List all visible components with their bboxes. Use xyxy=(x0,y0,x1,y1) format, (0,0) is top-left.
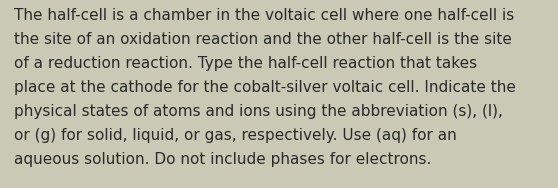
Text: of a reduction reaction. Type the half-cell reaction that takes: of a reduction reaction. Type the half-c… xyxy=(14,56,477,71)
Text: place at the cathode for the cobalt-silver voltaic cell. Indicate the: place at the cathode for the cobalt-silv… xyxy=(14,80,516,95)
Text: or (g) for solid, liquid, or gas, respectively. Use (aq) for an: or (g) for solid, liquid, or gas, respec… xyxy=(14,128,456,143)
Text: The half-cell is a chamber in the voltaic cell where one half-cell is: The half-cell is a chamber in the voltai… xyxy=(14,8,514,23)
Text: aqueous solution. Do not include phases for electrons.: aqueous solution. Do not include phases … xyxy=(14,152,431,167)
Text: the site of an oxidation reaction and the other half-cell is the site: the site of an oxidation reaction and th… xyxy=(14,32,512,47)
Text: physical states of atoms and ions using the abbreviation (s), (l),: physical states of atoms and ions using … xyxy=(14,104,503,119)
